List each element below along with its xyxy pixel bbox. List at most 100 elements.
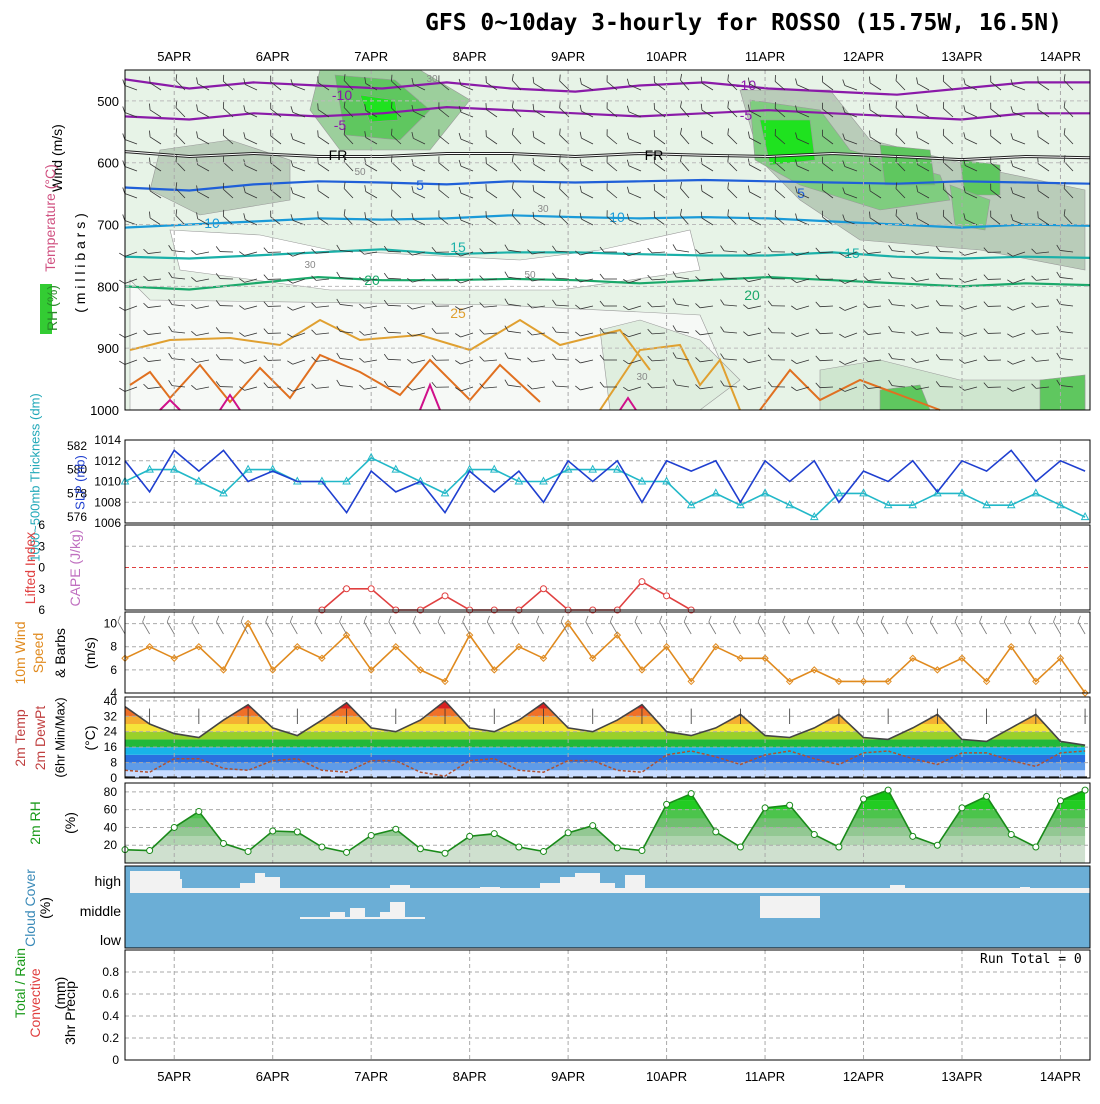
label-lifted-index: Lifted Index bbox=[22, 518, 38, 618]
temp-contour-label: 15 bbox=[450, 239, 466, 255]
rh2-line-point bbox=[1008, 832, 1014, 838]
date-label-bottom: 14APR bbox=[1040, 1069, 1081, 1084]
wind10-barb bbox=[658, 616, 671, 634]
temp-band bbox=[125, 763, 1090, 771]
wind10-barb bbox=[855, 616, 868, 634]
wind10-barb bbox=[264, 616, 277, 634]
temp-contour-label: 5 bbox=[416, 177, 424, 193]
rh-contour-label: 30 bbox=[636, 372, 648, 383]
slp-tick-label: 1010 bbox=[94, 475, 121, 489]
rh2-line-point bbox=[861, 796, 867, 802]
wind10-barb bbox=[830, 616, 843, 634]
slp-line bbox=[125, 450, 1085, 512]
wind10-barb bbox=[608, 616, 621, 634]
label-temp-a: 2m Temp bbox=[12, 698, 28, 778]
date-label-top: 6APR bbox=[256, 49, 290, 64]
rh2-line-point bbox=[1057, 798, 1063, 804]
rh2-line-point bbox=[147, 848, 153, 854]
cloud-level-label: middle bbox=[80, 903, 121, 919]
date-label-bottom: 6APR bbox=[256, 1069, 290, 1084]
label-temp-b: 2m DewPt bbox=[32, 698, 48, 778]
chart-title: GFS 0~10day 3-hourly for ROSSO (15.75W, … bbox=[425, 10, 1062, 36]
wind10-barb bbox=[534, 616, 547, 634]
label-rh2-unit: (%) bbox=[62, 793, 78, 853]
date-label-top: 8APR bbox=[453, 49, 487, 64]
rh2-line-point bbox=[220, 840, 226, 846]
temp-band bbox=[125, 701, 1090, 709]
rh2-line-point bbox=[565, 830, 571, 836]
rh-contour-label: 50 bbox=[354, 167, 366, 178]
rh2-line-point bbox=[984, 793, 990, 799]
li-tick-label: 3 bbox=[38, 582, 45, 596]
label-slp: SLP (mb) bbox=[73, 448, 88, 518]
rh2-line-point bbox=[639, 848, 645, 854]
date-label-bottom: 9APR bbox=[551, 1069, 585, 1084]
rh-shaded-region bbox=[760, 120, 815, 165]
wind10-barb bbox=[190, 616, 203, 634]
rh2-line-point bbox=[787, 802, 793, 808]
pressure-tick-label: 700 bbox=[97, 218, 119, 233]
date-label-top: 10APR bbox=[646, 49, 687, 64]
rh2-line-point bbox=[294, 829, 300, 835]
temp-contour-label: 20 bbox=[744, 287, 760, 303]
wind10-barb bbox=[338, 616, 351, 634]
rh2-line-point bbox=[540, 848, 546, 854]
rh2-line-point bbox=[516, 844, 522, 850]
wind10-barb bbox=[928, 616, 941, 634]
li-tick-label: 6 bbox=[38, 603, 45, 617]
temp-contour-label: -5 bbox=[740, 107, 753, 123]
wind10-barb bbox=[904, 616, 917, 634]
label-precip-unit: (mm) bbox=[52, 958, 68, 1028]
rh-contour-label: 30 bbox=[426, 74, 438, 85]
label-cloud-unit: (%) bbox=[37, 878, 53, 938]
rh2-line-point bbox=[1082, 787, 1088, 793]
rh2-line-point bbox=[934, 842, 940, 848]
precip-tick-label: 0.6 bbox=[102, 987, 119, 1001]
wind10-barb bbox=[1076, 616, 1089, 634]
temp-contour-label: -10 bbox=[736, 77, 756, 93]
rh2-line-point bbox=[417, 846, 423, 852]
label-upper-temp: Temperature (°C) bbox=[42, 153, 58, 283]
precip-tick-label: 0.2 bbox=[102, 1031, 119, 1045]
wind-tick-label: 8 bbox=[110, 640, 117, 654]
wind-tick-label: 10 bbox=[104, 617, 118, 631]
rh2-line-point bbox=[664, 801, 670, 807]
temp-contour-label: 15 bbox=[844, 245, 860, 261]
rh2-line-point bbox=[270, 828, 276, 834]
label-precip-a: Total / Rain bbox=[12, 923, 28, 1043]
pressure-tick-label: 1000 bbox=[90, 403, 119, 418]
wind10-barb bbox=[707, 616, 720, 634]
wind10-barb bbox=[387, 616, 400, 634]
wind10-barb bbox=[953, 616, 966, 634]
wind10-barb bbox=[1051, 616, 1064, 634]
lifted-index-line-point bbox=[442, 593, 448, 599]
date-label-bottom: 5APR bbox=[157, 1069, 191, 1084]
temp-tick-label: 8 bbox=[110, 756, 117, 770]
wind10-barb bbox=[1002, 616, 1015, 634]
lifted-index-line-point bbox=[664, 593, 670, 599]
cloud-level-label: high bbox=[95, 873, 121, 889]
rh2-tick-label: 40 bbox=[104, 820, 118, 834]
rh2-tick-label: 80 bbox=[104, 785, 118, 799]
label-temp-unit: (°C) bbox=[82, 708, 98, 768]
temp-band bbox=[125, 739, 1090, 747]
date-label-bottom: 10APR bbox=[646, 1069, 687, 1084]
rh2-line-point bbox=[368, 832, 374, 838]
slp-tick-label: 1008 bbox=[94, 495, 121, 509]
slp-tick-label: 1006 bbox=[94, 516, 121, 530]
pressure-tick-label: 900 bbox=[97, 341, 119, 356]
temp-tick-label: 40 bbox=[104, 694, 118, 708]
date-label-bottom: 11APR bbox=[745, 1069, 785, 1084]
temp-band bbox=[125, 732, 1090, 740]
li-tick-label: 0 bbox=[38, 561, 45, 575]
rh-contour-label: 30 bbox=[304, 260, 316, 271]
rh2-line-point bbox=[344, 849, 350, 855]
cloud-mid-bar bbox=[760, 896, 820, 918]
date-label-top: 7APR bbox=[354, 49, 388, 64]
cloud-mid-bar bbox=[390, 902, 405, 918]
date-label-bottom: 7APR bbox=[354, 1069, 388, 1084]
rh2-line-point bbox=[590, 823, 596, 829]
precip-tick-label: 0 bbox=[112, 1053, 119, 1067]
date-label-bottom: 8APR bbox=[453, 1069, 487, 1084]
temp-band bbox=[125, 747, 1090, 755]
